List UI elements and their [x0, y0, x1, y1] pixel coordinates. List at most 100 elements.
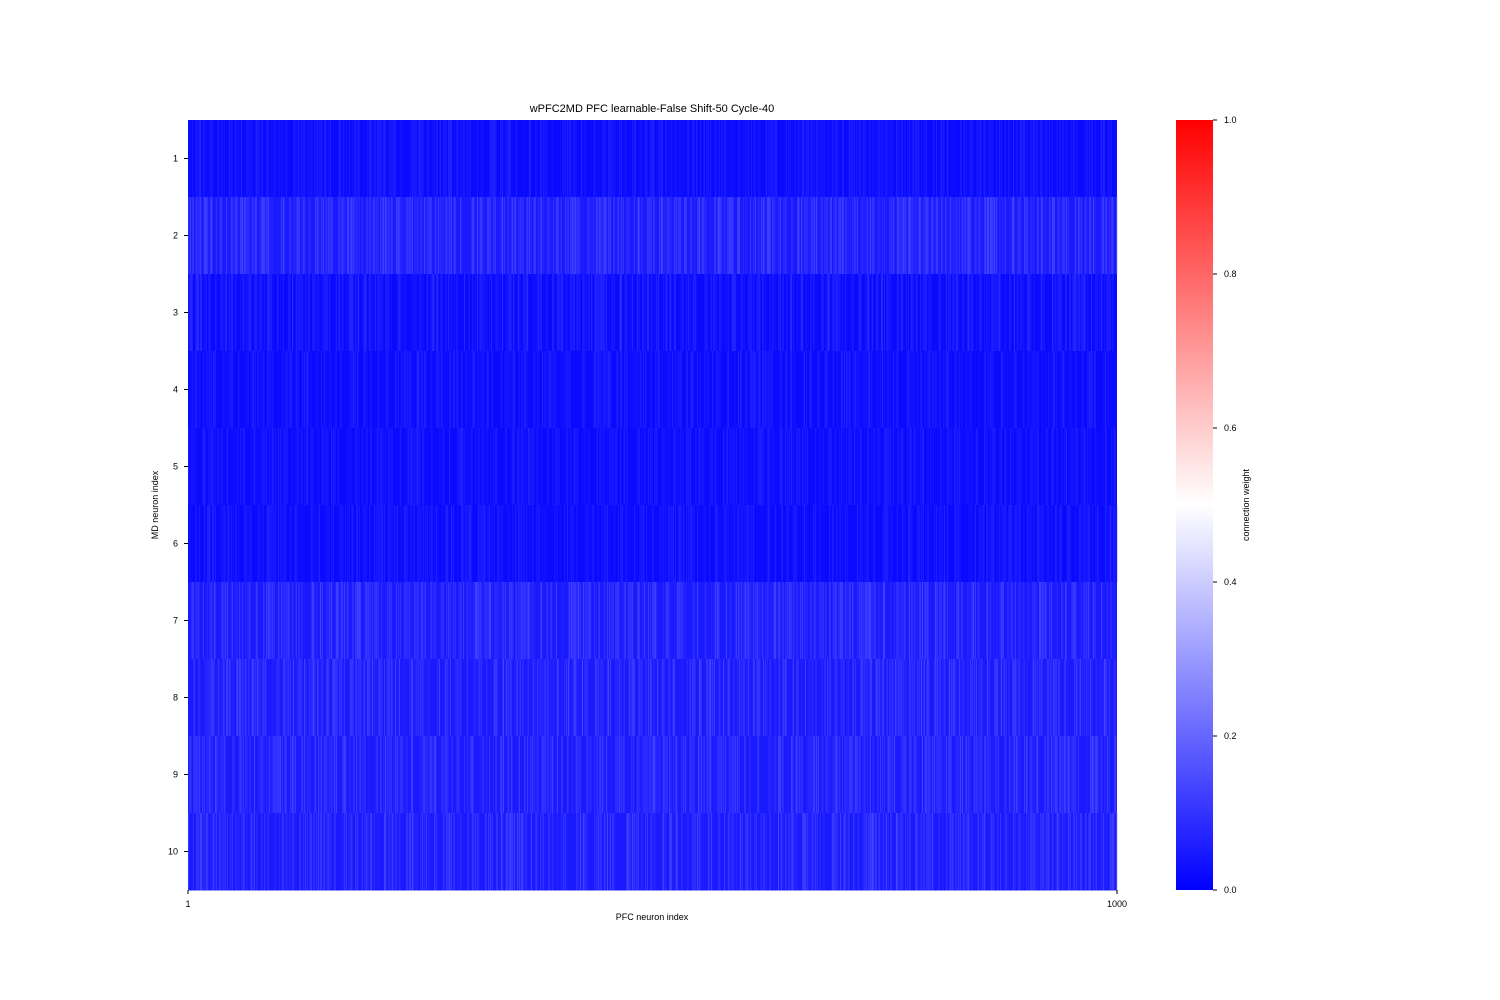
heatmap-cell — [938, 274, 940, 352]
heatmap-cell — [713, 659, 715, 737]
heatmap-cell — [196, 736, 198, 814]
heatmap-cell — [955, 736, 957, 814]
heatmap-cell — [418, 120, 420, 198]
heatmap-cell — [832, 582, 834, 660]
heatmap-cell — [507, 274, 509, 352]
heatmap-cell — [273, 505, 275, 583]
heatmap-cell — [1010, 428, 1012, 506]
heatmap-cell — [318, 120, 321, 198]
heatmap-cell — [890, 582, 892, 660]
heatmap-cell — [372, 197, 374, 275]
heatmap-cell — [813, 582, 815, 660]
heatmap-cell — [1059, 736, 1061, 814]
heatmap-cell — [883, 736, 885, 814]
heatmap-cell — [350, 813, 352, 891]
heatmap-cell — [240, 813, 243, 891]
heatmap-cell — [267, 120, 269, 198]
heatmap-cell — [704, 505, 706, 583]
heatmap-cell — [926, 120, 928, 198]
heatmap-cell — [381, 505, 383, 583]
heatmap-cell — [658, 274, 660, 352]
heatmap-cell — [920, 197, 922, 275]
heatmap-cell — [238, 120, 240, 198]
heatmap-cell — [932, 813, 934, 891]
heatmap-cell — [460, 120, 462, 198]
heatmap-cell — [646, 120, 649, 198]
heatmap-cell — [1070, 351, 1072, 429]
heatmap-cell — [314, 505, 316, 583]
heatmap-cell — [1074, 274, 1076, 352]
heatmap-cell — [1110, 505, 1112, 583]
heatmap-cell — [552, 736, 554, 814]
heatmap-cell — [478, 659, 480, 737]
heatmap-cell — [886, 505, 888, 583]
heatmap-cell — [316, 582, 318, 660]
heatmap-cell — [609, 428, 611, 506]
heatmap-cell — [799, 428, 801, 506]
heatmap-cell — [520, 197, 522, 275]
heatmap-cell — [888, 274, 890, 352]
heatmap-cell — [883, 274, 885, 352]
heatmap-cell — [661, 428, 663, 506]
heatmap-cell — [568, 351, 570, 429]
heatmap-cell — [857, 813, 859, 891]
heatmap-cell — [842, 428, 845, 506]
heatmap-cell — [1025, 736, 1028, 814]
heatmap-cell — [782, 813, 784, 891]
heatmap-cell — [474, 351, 476, 429]
heatmap-cell — [1095, 274, 1097, 352]
heatmap-cell — [686, 120, 688, 198]
heatmap-cell — [1109, 505, 1111, 583]
heatmap-cell — [543, 351, 545, 429]
heatmap-cell — [1056, 582, 1058, 660]
heatmap-cell — [638, 659, 640, 737]
heatmap-cell — [240, 197, 243, 275]
heatmap-cell — [829, 428, 832, 506]
heatmap-cell — [756, 428, 758, 506]
heatmap-cell — [445, 274, 447, 352]
heatmap-cell — [503, 351, 505, 429]
heatmap-cell — [756, 659, 758, 737]
heatmap-cell — [904, 505, 906, 583]
heatmap-cell — [1034, 659, 1036, 737]
heatmap-cell — [1020, 274, 1022, 352]
heatmap-cell — [934, 351, 936, 429]
heatmap-cell — [517, 582, 519, 660]
heatmap-cell — [355, 274, 357, 352]
heatmap-cell — [839, 274, 841, 352]
heatmap-cell — [434, 582, 436, 660]
heatmap-cell — [424, 505, 426, 583]
heatmap-cell — [403, 274, 405, 352]
heatmap-cell — [206, 582, 208, 660]
heatmap-cell — [523, 505, 525, 583]
heatmap-cell — [672, 428, 675, 506]
heatmap-cell — [204, 428, 206, 506]
heatmap-cell — [421, 274, 423, 352]
heatmap-cell — [198, 736, 200, 814]
heatmap-cell — [849, 428, 851, 506]
heatmap-cell — [1071, 736, 1073, 814]
heatmap-cell — [204, 197, 206, 275]
heatmap-cell — [927, 582, 929, 660]
heatmap-cell — [642, 582, 644, 660]
heatmap-cell — [358, 351, 360, 429]
heatmap-cell — [505, 659, 507, 737]
heatmap-cell — [733, 120, 735, 198]
heatmap-cell — [195, 736, 197, 814]
heatmap-cell — [199, 351, 201, 429]
heatmap-cell — [323, 274, 325, 352]
heatmap-cell — [453, 197, 455, 275]
heatmap-cell — [370, 351, 372, 429]
heatmap-cell — [605, 197, 607, 275]
heatmap-cell — [603, 505, 605, 583]
heatmap-cell — [1011, 428, 1013, 506]
heatmap-cell — [258, 120, 260, 198]
heatmap-cell — [482, 582, 484, 660]
heatmap-cell — [400, 120, 402, 198]
heatmap-cell — [778, 582, 780, 660]
heatmap-cell — [980, 505, 982, 583]
heatmap-cell — [489, 120, 492, 198]
heatmap-cell — [1048, 813, 1050, 891]
heatmap-cell — [502, 197, 504, 275]
heatmap-cell — [946, 197, 949, 275]
